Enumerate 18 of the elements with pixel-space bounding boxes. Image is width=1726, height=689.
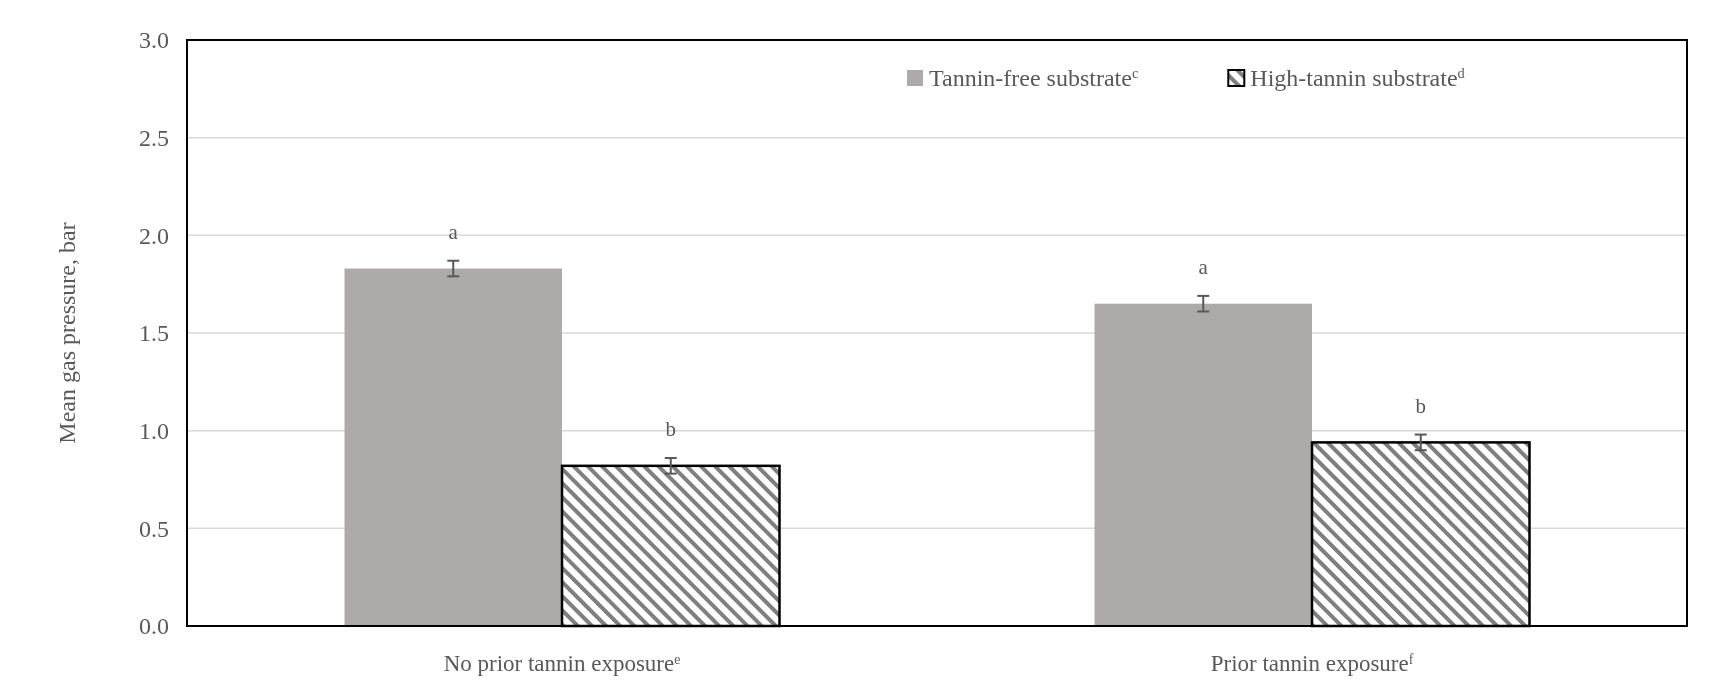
legend-label: Tannin-free substrate$^{c}$ [929, 65, 1139, 92]
y-tick-label: 2.0 [139, 222, 169, 249]
y-tick-label: 3.0 [139, 27, 169, 54]
bar [344, 268, 562, 626]
y-axis-title: Mean gas pressure, bar [54, 222, 80, 444]
legend-label: High-tannin substrate$^{d}$ [1250, 65, 1466, 92]
bar [1094, 303, 1312, 626]
x-tick-label: No prior tannin exposure$^{e}$ [443, 651, 681, 676]
y-tick-label: 0.5 [139, 515, 169, 542]
y-tick-label: 1.0 [139, 418, 169, 445]
annotation: a [1198, 254, 1209, 279]
annotation: a [448, 219, 459, 244]
annotation: b [1415, 393, 1426, 418]
y-tick-label: 2.5 [139, 125, 169, 152]
y-tick-label: 0.0 [139, 613, 169, 640]
x-tick-label: Prior tannin exposure$^{f}$ [1210, 651, 1414, 676]
y-tick-label: 1.5 [139, 320, 169, 347]
annotation: b [665, 417, 676, 442]
